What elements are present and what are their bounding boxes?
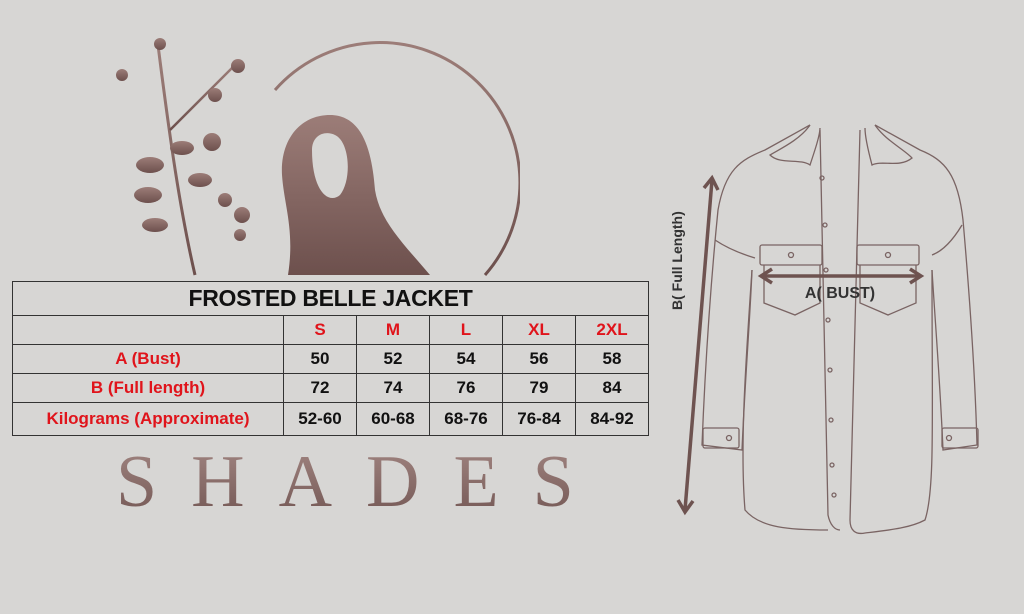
bust-arrow-icon [757,267,925,285]
table-title: FROSTED BELLE JACKET [12,281,649,316]
size-header: L [429,315,503,345]
table-title-row: FROSTED BELLE JACKET [12,281,649,316]
table-cell: 52-60 [283,402,357,436]
bust-label: A( BUST) [805,285,875,302]
size-header: 2XL [575,315,649,345]
brand-logo-icon [116,38,520,276]
table-cell: 79 [502,373,576,403]
table-cell: 84 [575,373,649,403]
table-row: B (Full length) 72 74 76 79 84 [12,373,649,403]
size-header: XL [502,315,576,345]
table-cell: 76 [429,373,503,403]
length-label: B( Full Length) [669,211,685,310]
header-empty-cell [12,315,284,345]
table-cell: 56 [502,344,576,374]
table-cell: 72 [283,373,357,403]
table-cell: 84-92 [575,402,649,436]
size-chart-table: FROSTED BELLE JACKET S M L XL 2XL A (Bus… [12,281,649,436]
length-arrow-icon [676,174,720,516]
table-header-row: S M L XL 2XL [12,315,649,345]
size-header: M [356,315,430,345]
row-label: Kilograms (Approximate) [12,402,284,436]
table-cell: 50 [283,344,357,374]
row-label: B (Full length) [12,373,284,403]
row-label: A (Bust) [12,344,284,374]
table-cell: 68-76 [429,402,503,436]
jacket-outline-icon [701,124,979,535]
size-header: S [283,315,357,345]
table-cell: 76-84 [502,402,576,436]
table-cell: 52 [356,344,430,374]
brand-name: SHADES [116,441,608,523]
table-cell: 74 [356,373,430,403]
table-row: Kilograms (Approximate) 52-60 60-68 68-7… [12,402,649,436]
jacket-diagram: A( BUST) B( Full Length) [669,124,979,535]
table-cell: 54 [429,344,503,374]
table-cell: 58 [575,344,649,374]
table-cell: 60-68 [356,402,430,436]
table-row: A (Bust) 50 52 54 56 58 [12,344,649,374]
